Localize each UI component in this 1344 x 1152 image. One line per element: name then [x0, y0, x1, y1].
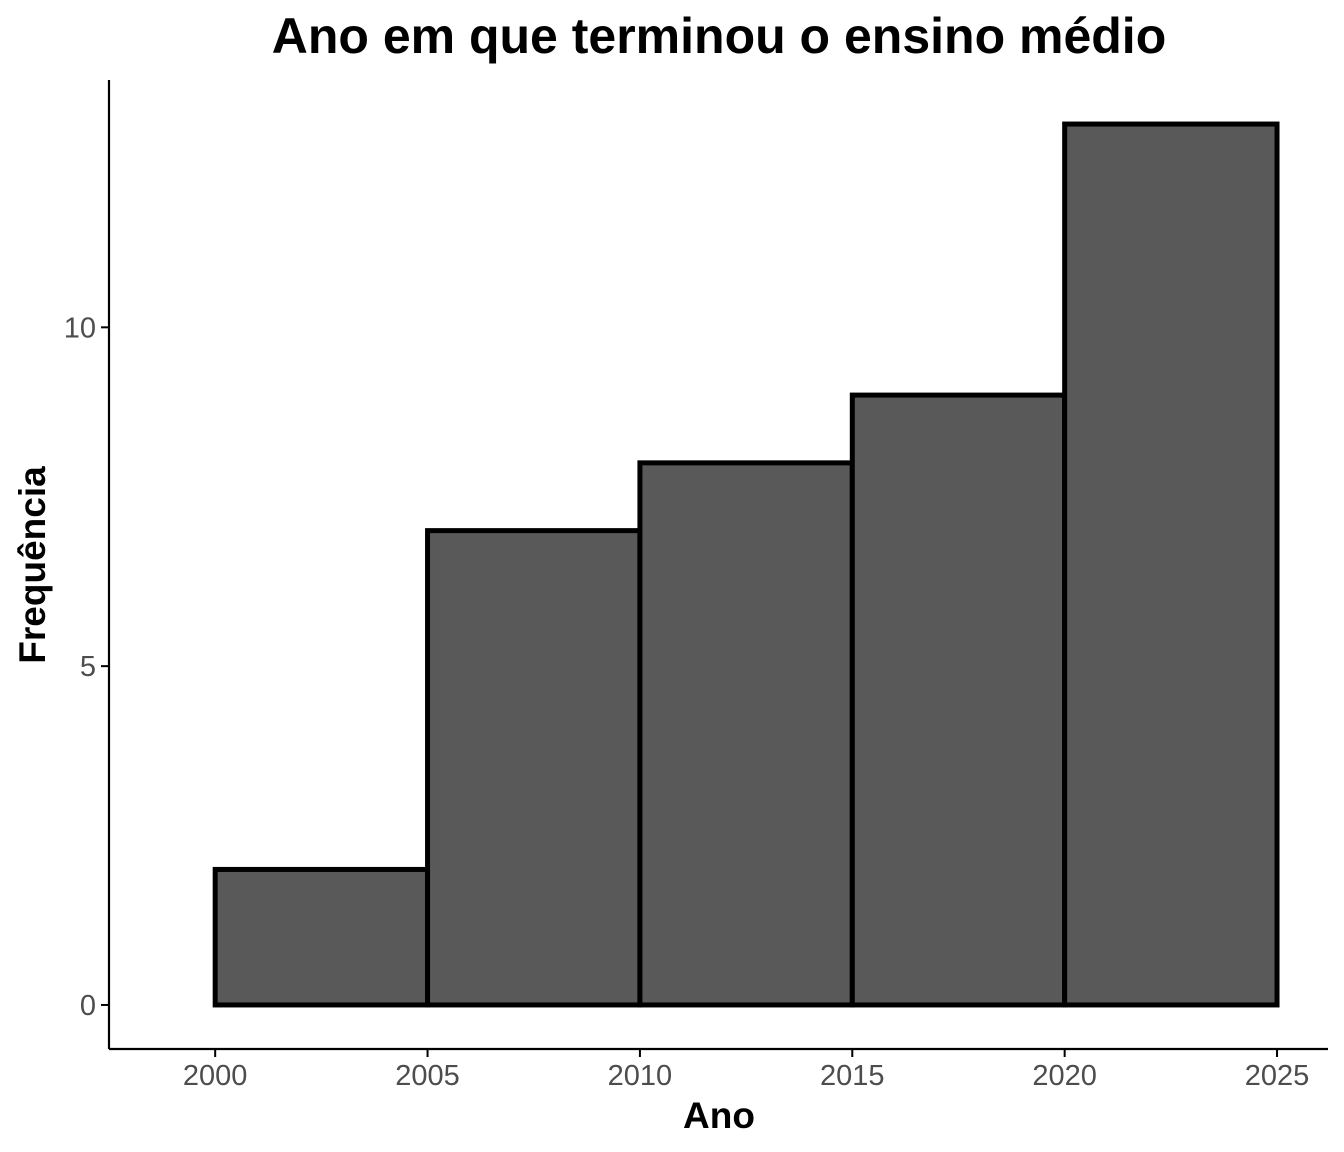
x-tick-label: 2015 [820, 1060, 885, 1092]
histogram-bar-2020-2025 [1062, 121, 1280, 1008]
x-axis-title: Ano [683, 1095, 755, 1136]
x-tick-label: 2010 [608, 1060, 673, 1092]
y-tick-label: 10 [64, 312, 96, 344]
x-tick-label: 2025 [1245, 1060, 1310, 1092]
y-tick-label: 0 [80, 990, 96, 1022]
histogram-bar-2005-2010 [425, 528, 643, 1008]
histogram-bar-2015-2020 [849, 392, 1068, 1008]
histogram-bar-2000-2005 [212, 866, 431, 1008]
histogram-bar-2010-2015 [637, 460, 855, 1008]
y-ticks-group: 0 5 10 [64, 312, 109, 1022]
y-axis-title: Frequência [12, 466, 53, 664]
chart-title: Ano em que terminou o ensino médio [272, 8, 1167, 64]
bars-group [212, 121, 1280, 1008]
y-tick-label: 5 [80, 651, 96, 683]
x-ticks-group: 2000 2005 2010 2015 2020 2025 [183, 1049, 1309, 1092]
x-tick-label: 2005 [395, 1060, 460, 1092]
x-tick-label: 2000 [183, 1060, 248, 1092]
x-tick-label: 2020 [1032, 1060, 1097, 1092]
